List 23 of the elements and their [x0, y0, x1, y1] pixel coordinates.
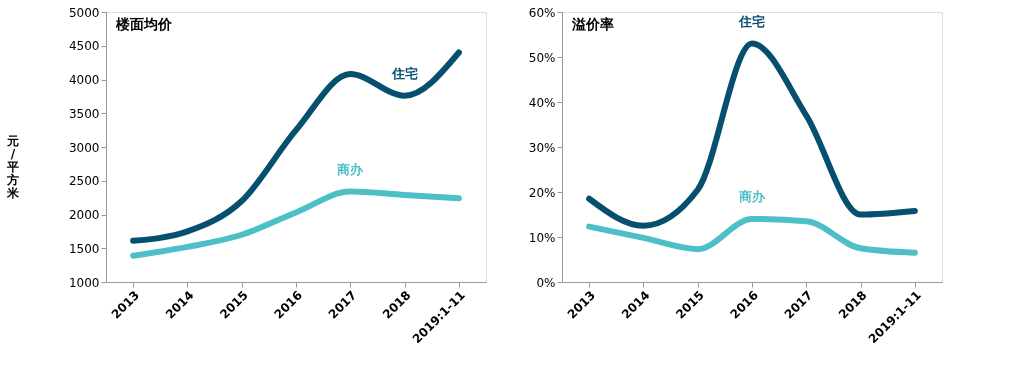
y-tick-label: 3000 [68, 140, 100, 155]
y-axis-title: 元/平方米 [5, 133, 20, 200]
series-label: 商办 [738, 189, 766, 204]
y-tick-label: 5000 [68, 5, 100, 20]
y-tick-label: 4500 [68, 39, 100, 54]
y-tick-label: 1500 [68, 241, 100, 256]
series-label: 住宅 [390, 65, 418, 81]
y-tick-label: 2000 [68, 208, 100, 222]
y-tick-label: 0% [536, 275, 556, 290]
y-tick-label: 30% [528, 140, 556, 155]
y-tick-label: 4000 [68, 73, 100, 87]
series-label: 商办 [336, 161, 365, 177]
y-tick-label: 10% [528, 230, 556, 245]
y-tick-label: 20% [528, 185, 556, 200]
y-tick-label: 50% [528, 50, 556, 65]
y-tick-label: 60% [528, 5, 556, 20]
y-tick-label: 3500 [68, 106, 100, 121]
chart-title: 楼面均价 [115, 16, 173, 32]
y-tick-label: 1000 [68, 275, 100, 290]
chart-title: 溢价率 [571, 16, 614, 32]
y-tick-label: 40% [528, 95, 556, 110]
y-tick-label: 2500 [68, 174, 100, 189]
series-label: 住宅 [738, 13, 765, 29]
